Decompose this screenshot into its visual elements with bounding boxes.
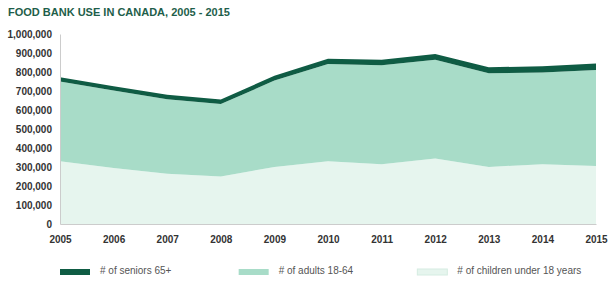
x-tick-label: 2011 (371, 234, 393, 245)
y-tick: 600,000 (16, 105, 60, 116)
chart: FOOD BANK USE IN CANADA, 2005 - 2015 0 100… (0, 0, 610, 288)
x-tick-label: 2005 (49, 234, 72, 245)
x-axis: 2005 2006 2007 2008 2009 2010 2011 2012 2013 2014… (49, 224, 608, 245)
y-tick-label: 100,000 (16, 200, 53, 211)
x-tick: 2007 (157, 224, 180, 245)
x-tick-label: 2006 (103, 234, 126, 245)
legend-swatch (239, 269, 269, 275)
y-tick: 0 (46, 219, 60, 230)
y-tick-label: 300,000 (16, 162, 53, 173)
y-axis: 0 100,000 200,000 300,000 400,000 500,000 600,… (8, 29, 61, 230)
y-tick: 800,000 (16, 67, 60, 78)
x-tick-label: 2008 (210, 234, 233, 245)
y-tick: 700,000 (16, 86, 60, 97)
y-tick: 900,000 (16, 48, 60, 59)
legend: # of seniors 65+ # of adults 18-64 # of ch… (60, 265, 581, 276)
y-tick-label: 500,000 (16, 124, 53, 135)
y-tick: 1,000,000 (8, 29, 61, 40)
legend-item: # of seniors 65+ (60, 265, 172, 276)
x-tick: 2011 (371, 224, 393, 245)
x-tick-label: 2010 (317, 234, 340, 245)
x-tick: 2008 (210, 224, 233, 245)
y-tick-label: 1,000,000 (8, 29, 53, 40)
y-tick-label: 0 (46, 219, 52, 230)
x-tick-label: 2012 (425, 234, 448, 245)
x-tick-label: 2015 (585, 234, 608, 245)
x-tick-label: 2007 (157, 234, 180, 245)
areas (60, 54, 596, 224)
y-tick: 200,000 (16, 181, 60, 192)
x-tick: 2005 (49, 224, 72, 245)
y-tick-label: 200,000 (16, 181, 53, 192)
x-axis-line (61, 224, 597, 225)
title: FOOD BANK USE IN CANADA, 2005 - 2015 (8, 6, 230, 18)
legend-label: # of children under 18 years (457, 265, 581, 276)
y-tick-label: 600,000 (16, 105, 53, 116)
legend-label: # of seniors 65+ (100, 265, 172, 276)
legend-item: # of adults 18-64 (239, 265, 354, 276)
area (60, 54, 596, 104)
y-tick: 400,000 (16, 143, 60, 154)
x-tick: 2010 (317, 224, 340, 245)
x-tick-label: 2009 (264, 234, 287, 245)
y-tick-label: 400,000 (16, 143, 53, 154)
x-tick: 2013 (478, 224, 501, 245)
x-tick-label: 2014 (532, 234, 555, 245)
legend-swatch (417, 269, 447, 275)
legend-item: # of children under 18 years (417, 265, 581, 276)
x-tick: 2009 (264, 224, 287, 245)
area (60, 60, 596, 177)
x-tick: 2014 (532, 224, 555, 245)
x-tick-label: 2013 (478, 234, 501, 245)
y-tick: 100,000 (16, 200, 60, 211)
legend-label: # of adults 18-64 (279, 265, 354, 276)
y-tick-label: 800,000 (16, 67, 53, 78)
y-tick-label: 900,000 (16, 48, 53, 59)
x-tick: 2015 (585, 224, 608, 245)
x-tick: 2006 (103, 224, 126, 245)
legend-swatch (60, 269, 90, 275)
y-axis-line (60, 35, 61, 225)
y-tick: 300,000 (16, 162, 60, 173)
y-tick-label: 700,000 (16, 86, 53, 97)
x-tick: 2012 (425, 224, 448, 245)
y-tick: 500,000 (16, 124, 60, 135)
plot: 0 100,000 200,000 300,000 400,000 500,000 600,… (8, 29, 609, 245)
